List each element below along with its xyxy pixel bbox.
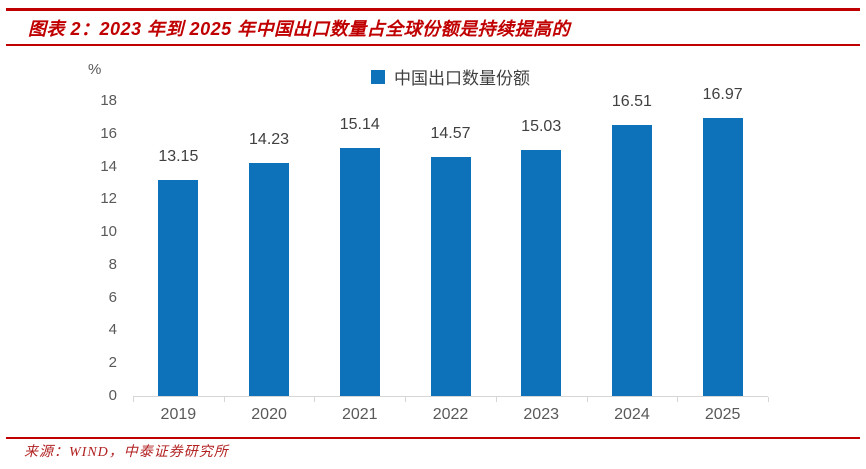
title-divider-rule — [6, 44, 860, 46]
y-axis-unit-label: % — [88, 61, 102, 78]
bar-2022 — [430, 157, 471, 396]
top-divider-rule — [6, 8, 860, 11]
x-axis-tick-label: 2025 — [704, 406, 741, 423]
x-axis-tick-label: 2020 — [251, 406, 287, 423]
axis-tick-mark — [495, 397, 497, 402]
y-axis-tick-label: 10 — [100, 223, 117, 241]
axis-tick-mark — [314, 397, 316, 402]
y-axis-tick-label: 0 — [108, 387, 117, 404]
bar-2019 — [158, 180, 199, 396]
bar-2023 — [521, 149, 562, 396]
y-axis-tick-label: 18 — [100, 92, 117, 109]
source-note: 来源：WIND，中泰证券研究所 — [24, 445, 229, 460]
y-axis-tick-label: 14 — [100, 157, 117, 175]
footer-divider-rule — [6, 437, 860, 439]
legend-series-label: 中国出口数量份额 — [394, 69, 530, 88]
bar-value-label: 16.51 — [611, 93, 652, 111]
legend-swatch-icon — [371, 69, 385, 84]
bar-value-label: 14.23 — [249, 130, 290, 148]
axis-tick-mark — [133, 397, 134, 402]
y-axis-tick-label: 8 — [108, 255, 117, 273]
axis-tick-mark — [677, 397, 679, 402]
y-axis-tick-label: 6 — [108, 288, 117, 306]
x-axis-line — [133, 396, 768, 397]
y-axis-tick-label: 2 — [108, 354, 117, 372]
x-axis-tick-label: 2023 — [523, 406, 559, 423]
chart-title: 图表 2：2023 年到 2025 年中国出口数量占全球份额是持续提高的 — [28, 19, 571, 39]
x-axis-tick-label: 2024 — [614, 406, 650, 423]
axis-tick-mark — [223, 397, 225, 402]
bar-2025 — [702, 117, 743, 396]
plot-area: 13.15 2019 14.23 2020 15.14 2021 14.57 2022 15.0… — [133, 86, 769, 423]
axis-tick-mark — [586, 397, 588, 402]
bar-2024 — [611, 125, 652, 396]
chart-legend: 中国出口数量份额 — [133, 64, 768, 89]
y-axis-tick-label: 12 — [100, 190, 117, 208]
bar-value-label: 15.03 — [521, 117, 562, 135]
axis-tick-mark — [768, 397, 769, 402]
bar-value-label: 14.57 — [430, 125, 471, 143]
bar-2020 — [249, 162, 290, 396]
bar-value-label: 15.14 — [339, 115, 380, 133]
x-axis-tick-label: 2022 — [432, 406, 469, 423]
x-axis-tick-label: 2019 — [160, 406, 197, 423]
bar-2021 — [339, 147, 380, 396]
axis-tick-mark — [405, 397, 407, 402]
bar-value-label: 16.97 — [702, 85, 743, 103]
bar-value-label: 13.15 — [158, 148, 199, 166]
y-axis-tick-label: 4 — [108, 321, 117, 339]
x-axis-tick-label: 2021 — [341, 406, 378, 423]
y-axis-tick-label: 16 — [100, 124, 117, 142]
